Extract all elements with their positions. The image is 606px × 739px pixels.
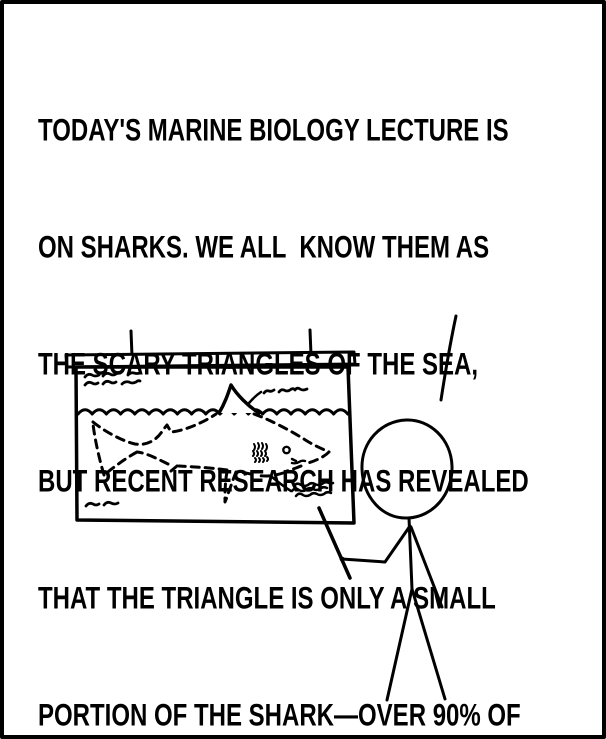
shark-poster: [64, 328, 357, 525]
stick-figure-lecturer: [339, 418, 454, 702]
stick-figure-right-leg: [410, 587, 447, 701]
shark-eye: [282, 445, 291, 455]
shark-body-outline: [91, 412, 331, 504]
shark-gills: [252, 442, 269, 463]
fin-label-line: [247, 390, 263, 405]
water-surface-line: [76, 408, 350, 416]
caption-line: THE SCARY TRIANGLES OF THE SEA,: [38, 347, 479, 383]
stick-figure-pointing-arm: [340, 524, 412, 564]
poster-canvas: [74, 365, 356, 525]
stick-figure-left-leg: [385, 587, 414, 702]
poster-hanger-left-line: [129, 329, 134, 358]
caption-line: ON SHARKS. WE ALL KNOW THEM AS: [38, 230, 490, 266]
caption-line: BUT RECENT RESEARCH HAS REVEALED: [38, 464, 529, 500]
caption-line: TODAY'S MARINE BIOLOGY LECTURE IS: [38, 113, 509, 149]
stick-figure-back-arm: [409, 525, 444, 609]
stick-figure-hand: [339, 556, 345, 562]
poster-rod: [64, 350, 357, 369]
caption-attribution-line: [439, 314, 458, 402]
poster-hanger-right-line: [308, 328, 313, 357]
caption-line: THAT THE TRIANGLE IS ONLY A SMALL: [38, 581, 496, 617]
caption-line: PORTION OF THE SHARK—OVER 90% OF: [38, 698, 521, 734]
pointer-stick: [317, 506, 352, 580]
poster-scribble-top-left: [83, 371, 142, 387]
poster-scribble-bottom-left: [84, 500, 120, 508]
caption: TODAY'S MARINE BIOLOGY LECTURE IS ON SHA…: [38, 34, 529, 739]
shark-fin-outline: [217, 383, 261, 415]
fin-label-scribble: [262, 386, 309, 395]
stick-figure-body: [407, 516, 414, 591]
body-label-line: [270, 475, 293, 493]
shark-mouth: [290, 457, 307, 465]
body-label-scribble: [290, 480, 335, 498]
